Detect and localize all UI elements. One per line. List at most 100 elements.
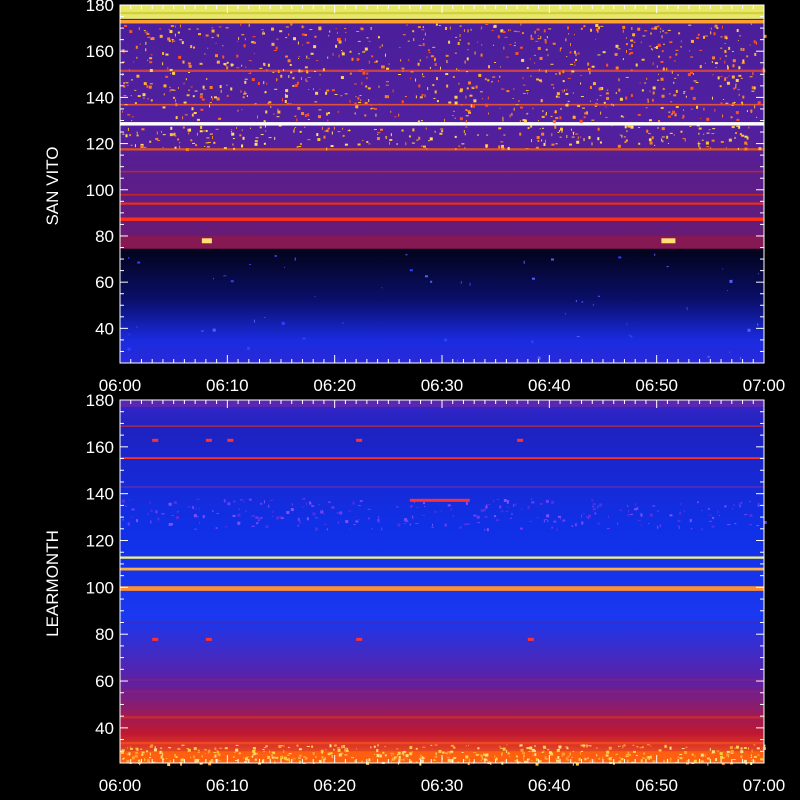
burst-speck — [198, 521, 200, 525]
noise-speck — [285, 758, 289, 761]
noise-speck — [452, 757, 455, 760]
burst-speck — [169, 89, 171, 93]
burst-speck — [239, 499, 243, 501]
noise-speck — [685, 746, 688, 748]
noise-speck — [397, 751, 401, 755]
burst-speck — [463, 129, 465, 133]
x-tick-label: 06:10 — [206, 376, 249, 395]
noise-speck — [396, 748, 399, 750]
burst-speck — [683, 510, 685, 513]
burst-speck — [641, 58, 645, 61]
noise-speck — [532, 754, 534, 757]
burst-speck — [306, 502, 308, 506]
burst-speck — [370, 107, 374, 109]
burst-speck — [517, 100, 520, 102]
burst-speck — [497, 499, 499, 501]
noise-speck — [267, 755, 271, 759]
burst-speck — [298, 57, 300, 59]
burst-speck — [230, 63, 234, 66]
burst-speck — [677, 525, 679, 527]
noise-speck — [521, 752, 525, 754]
noise-speck — [715, 758, 718, 762]
burst-speck — [231, 129, 233, 131]
burst-speck — [734, 136, 736, 139]
noise-speck — [415, 761, 418, 764]
burst-speck — [279, 515, 282, 519]
burst-speck — [241, 144, 244, 148]
noise-speck — [622, 745, 624, 749]
burst-speck — [215, 42, 217, 44]
burst-speck — [551, 500, 555, 504]
burst-speck — [551, 526, 553, 529]
burst-speck — [566, 88, 568, 91]
burst-speck — [573, 114, 575, 116]
burst-speck — [690, 56, 694, 58]
burst-speck — [719, 85, 722, 88]
burst-speck — [752, 72, 754, 76]
burst-speck — [627, 125, 631, 128]
burst-speck — [459, 34, 461, 38]
burst-speck — [349, 528, 351, 530]
burst-speck — [710, 27, 712, 30]
burst-speck — [452, 515, 454, 517]
burst-speck — [591, 142, 593, 146]
burst-speck — [712, 516, 715, 519]
burst-speck — [341, 50, 343, 52]
noise-speck — [216, 750, 218, 754]
noise-speck — [405, 254, 408, 256]
burst-speck — [288, 74, 290, 78]
noise-speck — [180, 762, 183, 766]
burst-speck — [728, 46, 731, 50]
burst-speck — [295, 127, 297, 129]
burst-speck — [168, 28, 170, 30]
burst-speck — [674, 77, 677, 79]
burst-speck — [408, 135, 411, 138]
burst-speck — [254, 140, 258, 143]
noise-speck — [180, 758, 184, 762]
burst-speck — [172, 89, 176, 91]
noise-speck — [273, 756, 276, 758]
burst-speck — [525, 148, 529, 150]
burst-speck — [135, 45, 138, 49]
burst-speck — [500, 29, 504, 33]
burst-speck — [240, 23, 242, 26]
burst-speck — [241, 129, 243, 131]
noise-speck — [578, 757, 581, 761]
noise-speck — [324, 757, 326, 761]
burst-speck — [266, 69, 268, 71]
noise-speck — [180, 759, 182, 761]
burst-speck — [652, 91, 655, 95]
burst-speck — [673, 94, 677, 97]
noise-speck — [162, 752, 164, 756]
noise-speck — [430, 280, 433, 283]
noise-speck — [475, 753, 479, 756]
burst-speck — [737, 89, 740, 91]
y-tick-label: 180 — [86, 391, 114, 410]
burst-speck — [131, 116, 134, 118]
burst-speck — [277, 108, 279, 112]
burst-speck — [472, 87, 475, 89]
burst-speck — [188, 132, 190, 135]
burst-speck — [711, 525, 715, 528]
noise-speck — [722, 756, 726, 759]
burst-speck — [150, 99, 153, 102]
burst-speck — [562, 70, 565, 74]
burst-speck — [742, 95, 745, 99]
burst-speck — [690, 108, 693, 110]
burst-speck — [419, 96, 423, 99]
noise-speck — [679, 757, 683, 760]
noise-speck — [409, 746, 412, 750]
noise-speck — [477, 747, 480, 750]
burst-speck — [370, 108, 373, 110]
burst-speck — [293, 127, 295, 130]
burst-speck — [454, 135, 457, 138]
intensity-band — [120, 11, 764, 15]
burst-speck — [592, 82, 596, 86]
noise-speck — [677, 756, 679, 758]
burst-speck — [226, 84, 228, 86]
noise-speck — [333, 749, 336, 751]
noise-speck — [200, 330, 204, 332]
burst-speck — [763, 34, 767, 38]
noise-speck — [626, 323, 628, 326]
burst-speck — [124, 24, 128, 27]
